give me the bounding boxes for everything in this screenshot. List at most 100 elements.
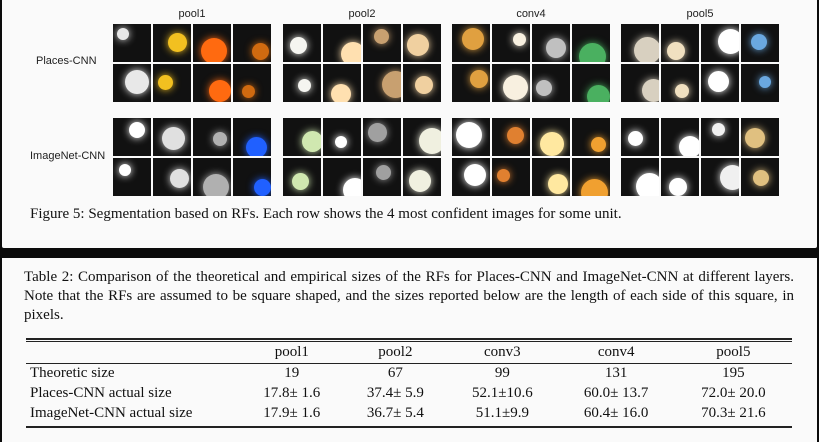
- table-cell: 17.9± 1.6: [263, 404, 321, 421]
- table-bottom-rule: [26, 426, 792, 428]
- thumbnail-image: [403, 118, 441, 156]
- column-header-conv4: conv4: [516, 8, 546, 20]
- table-cell: Places-CNN actual size: [30, 384, 172, 401]
- table-cell: 51.1±9.9: [475, 404, 529, 421]
- table-header-cell: conv4: [597, 344, 635, 361]
- thumbnail-image: [661, 64, 699, 102]
- thumbnail-image: [403, 64, 441, 102]
- table-cell: 52.1±10.6: [471, 384, 533, 401]
- thumbnail-image: [701, 64, 739, 102]
- grid-imagenet-conv4: [452, 118, 610, 196]
- table-header-cell: [26, 343, 240, 363]
- table-cell: 36.7± 5.4: [366, 404, 424, 421]
- table-top-rule: [26, 338, 792, 340]
- thumbnail-image: [153, 24, 191, 62]
- thumbnail-image: [661, 158, 699, 196]
- table-cell: ImageNet-CNN actual size: [30, 404, 193, 421]
- table-cell: 131: [604, 364, 628, 381]
- thumbnail-image: [323, 64, 361, 102]
- thumbnail-image: [621, 158, 659, 196]
- thumbnail-image: [492, 24, 530, 62]
- table-header-cell: pool5: [716, 344, 751, 361]
- table-cell: 99: [494, 364, 510, 381]
- thumbnail-image: [532, 158, 570, 196]
- grid-places-pool2: [283, 24, 441, 102]
- thumbnail-image: [403, 24, 441, 62]
- grid-places-conv4: [452, 24, 610, 102]
- thumbnail-image: [283, 158, 321, 196]
- thumbnail-image: [452, 158, 490, 196]
- grid-imagenet-pool5: [621, 118, 779, 196]
- thumbnail-image: [572, 158, 610, 196]
- thumbnail-image: [621, 24, 659, 62]
- table-cell: Theoretic size: [30, 364, 115, 381]
- table-cell: 67: [387, 364, 403, 381]
- thumbnail-image: [233, 118, 271, 156]
- thumbnail-image: [323, 118, 361, 156]
- grid-imagenet-pool1: [113, 118, 271, 196]
- table-caption: Table 2: Comparison of the theoretical a…: [24, 269, 794, 323]
- thumbnail-image: [621, 64, 659, 102]
- figure-caption: Figure 5: Segmentation based on RFs. Eac…: [30, 206, 622, 222]
- table-row: Places-CNN actual size 17.8± 1.6 37.4± 5…: [26, 383, 792, 403]
- thumbnail-image: [492, 118, 530, 156]
- thumbnail-image: [233, 64, 271, 102]
- table-header-row: pool1 pool2 conv3 conv4 pool5: [26, 343, 792, 363]
- thumbnail-image: [701, 24, 739, 62]
- thumbnail-image: [363, 118, 401, 156]
- column-header-pool2: pool2: [348, 8, 376, 20]
- column-header-pool1: pool1: [178, 8, 206, 20]
- thumbnail-image: [233, 158, 271, 196]
- thumbnail-image: [153, 118, 191, 156]
- table-cell: 60.0± 13.7: [583, 384, 649, 401]
- row-label-imagenet-cnn: ImageNet-CNN: [30, 150, 106, 162]
- thumbnail-image: [283, 24, 321, 62]
- table-cell: 195: [722, 364, 745, 381]
- thumbnail-image: [701, 118, 739, 156]
- grid-places-pool5: [621, 24, 779, 102]
- thumbnail-image: [363, 24, 401, 62]
- thumbnail-image: [323, 24, 361, 62]
- table-header-cell: conv3: [484, 344, 521, 361]
- thumbnail-image: [193, 24, 231, 62]
- thumbnail-image: [452, 24, 490, 62]
- table-panel: [2, 258, 817, 442]
- table-cell: 72.0± 20.0: [701, 384, 766, 401]
- thumbnail-image: [701, 158, 739, 196]
- thumbnail-image: [363, 64, 401, 102]
- thumbnail-image: [283, 64, 321, 102]
- thumbnail-image: [363, 158, 401, 196]
- thumbnail-image: [193, 158, 231, 196]
- table-cell: 60.4± 16.0: [583, 404, 649, 421]
- thumbnail-image: [532, 64, 570, 102]
- thumbnail-image: [113, 64, 151, 102]
- thumbnail-image: [193, 118, 231, 156]
- thumbnail-image: [572, 24, 610, 62]
- table-cell: 70.3± 21.6: [701, 404, 766, 421]
- thumbnail-image: [741, 158, 779, 196]
- grid-places-pool1: [113, 24, 271, 102]
- table-cell: 17.8± 1.6: [263, 384, 321, 401]
- thumbnail-image: [233, 24, 271, 62]
- thumbnail-image: [741, 24, 779, 62]
- table-top-rule-2: [26, 341, 792, 342]
- thumbnail-image: [113, 158, 151, 196]
- table-header-cell: pool1: [274, 344, 309, 361]
- thumbnail-image: [323, 158, 361, 196]
- thumbnail-image: [283, 118, 321, 156]
- rf-size-table: pool1 pool2 conv3 conv4 pool5 Theoretic …: [26, 343, 792, 423]
- thumbnail-image: [452, 64, 490, 102]
- table-cell: 19: [284, 364, 300, 381]
- thumbnail-image: [532, 24, 570, 62]
- thumbnail-image: [153, 64, 191, 102]
- thumbnail-image: [153, 158, 191, 196]
- thumbnail-image: [661, 118, 699, 156]
- thumbnail-image: [113, 24, 151, 62]
- thumbnail-image: [532, 118, 570, 156]
- thumbnail-image: [113, 118, 151, 156]
- thumbnail-image: [492, 64, 530, 102]
- thumbnail-image: [741, 64, 779, 102]
- thumbnail-image: [621, 118, 659, 156]
- thumbnail-image: [452, 118, 490, 156]
- thumbnail-image: [661, 24, 699, 62]
